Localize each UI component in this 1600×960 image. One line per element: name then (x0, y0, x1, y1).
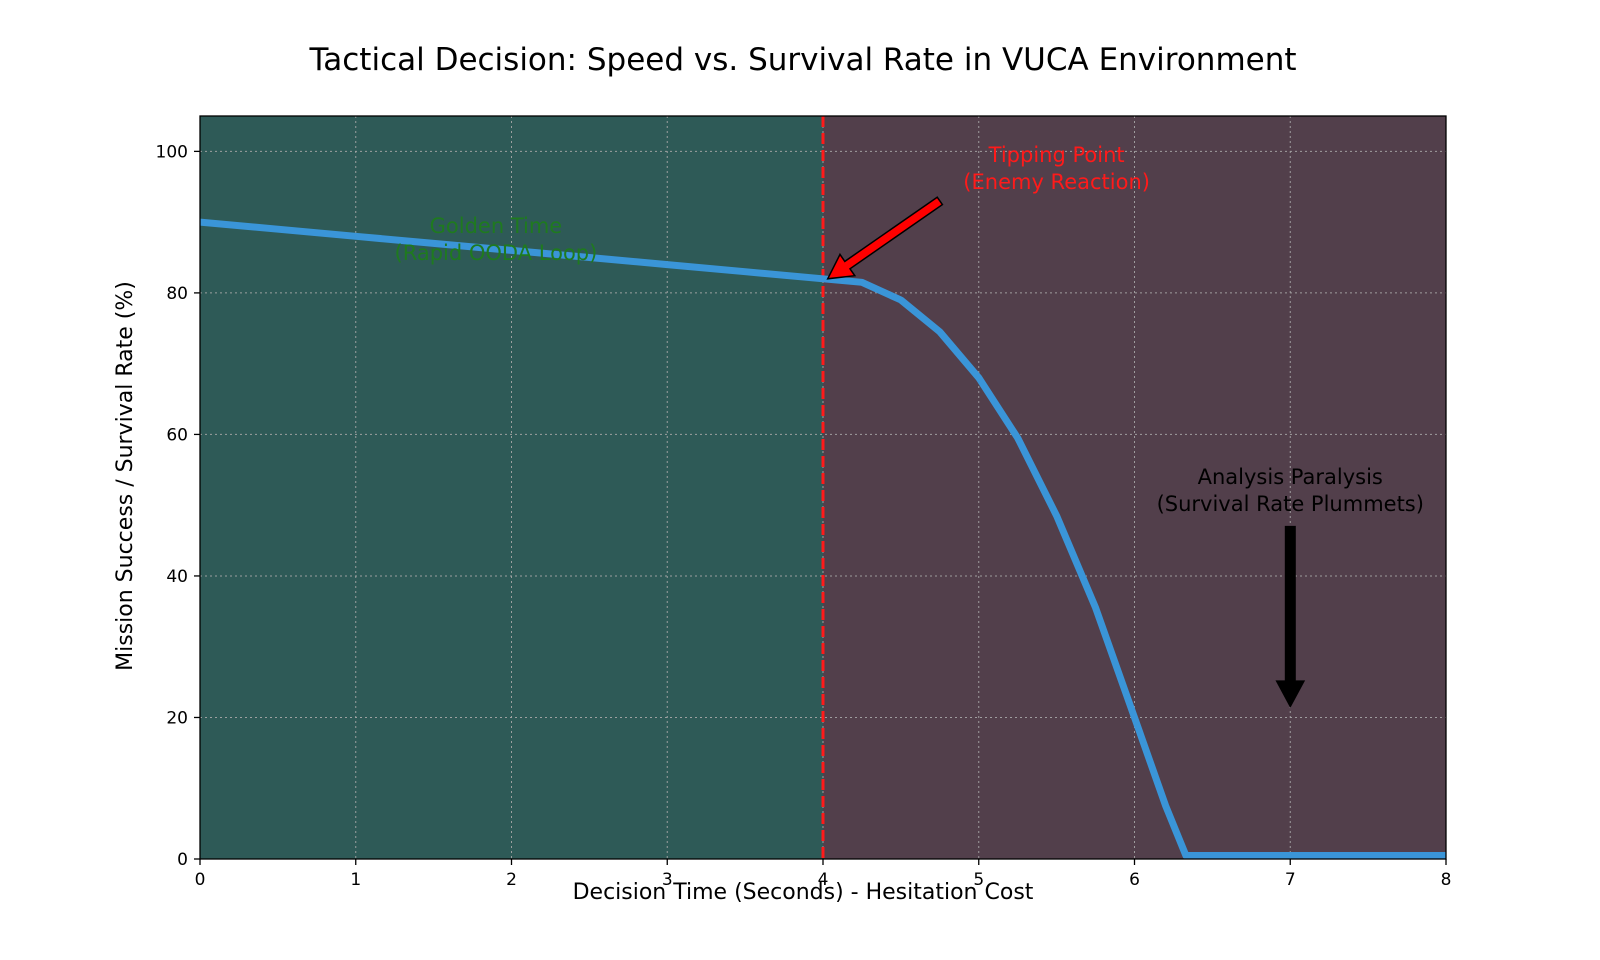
chart-title: Tactical Decision: Speed vs. Survival Ra… (308, 42, 1296, 78)
x-axis-label: Decision Time (Seconds) - Hesitation Cos… (573, 880, 1034, 905)
series-layer (199, 218, 1446, 859)
analysis-paralysis-arrow (1275, 525, 1306, 708)
y-tick-label: 20 (166, 708, 188, 728)
x-tick-label: 4 (818, 870, 829, 890)
y-tick-label: 40 (166, 567, 188, 587)
annotations-layer: Golden Time (Rapid OODA Loop) Tipping Poin… (395, 143, 1424, 708)
y-tick-label: 80 (166, 284, 188, 304)
golden-time-label-line-1: Golden Time (430, 214, 563, 238)
x-tick-label: 1 (350, 870, 361, 890)
y-tick-label: 0 (177, 850, 188, 870)
y-axis-label: Mission Success / Survival Rate (%) (113, 281, 138, 671)
x-tick-label: 8 (1441, 870, 1452, 890)
x-tick-label: 7 (1285, 870, 1296, 890)
survival-rate-line (199, 218, 1446, 859)
analysis-paralysis-label-line-1: Analysis Paralysis (1198, 465, 1383, 489)
x-tick-label: 0 (195, 870, 206, 890)
golden-time-label-line-2: (Rapid OODA Loop) (395, 241, 598, 265)
tipping-point-label-line-1: Tipping Point (988, 143, 1125, 167)
analysis-paralysis-label-line-2: (Survival Rate Plummets) (1157, 492, 1424, 516)
tipping-point-label-line-2: (Enemy Reaction) (963, 170, 1150, 194)
x-tick-label: 6 (1129, 870, 1140, 890)
x-tick-label: 3 (662, 870, 673, 890)
y-tick-label: 100 (156, 142, 188, 162)
x-tick-label: 5 (973, 870, 984, 890)
y-tick-label: 60 (166, 425, 188, 445)
tipping-point-arrow (826, 196, 944, 280)
x-tick-label: 2 (506, 870, 517, 890)
